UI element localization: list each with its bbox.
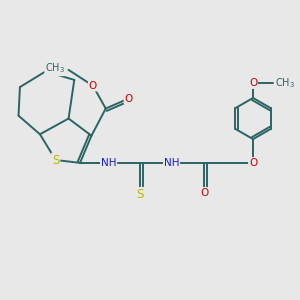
Text: O: O	[89, 81, 97, 91]
Text: O: O	[249, 78, 257, 88]
Text: NH: NH	[101, 158, 116, 168]
Text: S: S	[136, 188, 144, 201]
Text: CH$_3$: CH$_3$	[45, 61, 65, 75]
Text: S: S	[52, 154, 59, 166]
Text: CH$_3$: CH$_3$	[275, 76, 296, 90]
Text: O: O	[124, 94, 133, 103]
Text: O: O	[200, 188, 208, 198]
Text: NH: NH	[164, 158, 179, 168]
Text: O: O	[249, 158, 257, 168]
